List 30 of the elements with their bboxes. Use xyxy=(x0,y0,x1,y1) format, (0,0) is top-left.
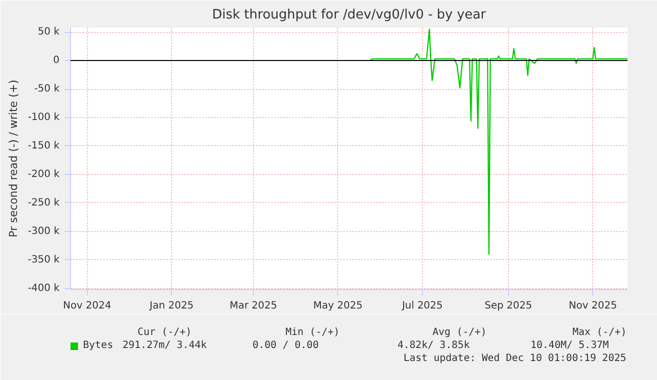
x-tick-label: Jul 2025 xyxy=(401,300,443,312)
text: 291.27m/ 3.44k xyxy=(122,340,207,351)
text: 10.40M/ 5.37M xyxy=(530,340,609,351)
x-tick-label: May 2025 xyxy=(313,300,363,312)
x-tick-label: Jan 2025 xyxy=(148,300,194,312)
y-tick-label: -200 k xyxy=(28,168,60,180)
y-tick-label: -100 k xyxy=(28,112,60,123)
text: Avg (-/+) xyxy=(432,327,487,338)
text: 0.00 / 0.00 xyxy=(252,340,319,351)
x-tick-label: Sep 2025 xyxy=(484,300,532,312)
text: Max (-/+) xyxy=(572,327,627,338)
x-tick-label: Nov 2025 xyxy=(568,300,617,312)
y-tick-label: -350 k xyxy=(28,254,60,266)
y-tick-label: 0 xyxy=(53,55,60,66)
text: Cur (-/+) xyxy=(138,327,192,338)
y-tick-label: -250 k xyxy=(28,197,60,208)
text: 4.82k/ 3.85k xyxy=(398,340,470,351)
y-tick-label: -50 k xyxy=(34,84,60,95)
y-tick-label: -300 k xyxy=(28,226,60,237)
x-tick-label: Mar 2025 xyxy=(230,300,278,312)
chart-title: Disk throughput for /dev/vg0/lv0 - by year xyxy=(212,8,487,22)
legend-label: Bytes xyxy=(83,340,114,351)
text: Min (-/+) xyxy=(286,327,340,338)
y-tick-label: 50 k xyxy=(38,26,60,38)
text: Last update: Wed Dec 10 01:00:19 2025 xyxy=(404,353,626,364)
y-tick-label: -150 k xyxy=(28,140,60,152)
line-series xyxy=(369,28,628,255)
x-tick-label: Nov 2024 xyxy=(63,300,112,312)
y-axis-title: Pr second read (-) / write (+) xyxy=(6,80,20,238)
y-tick-label: -400 k xyxy=(28,282,60,294)
